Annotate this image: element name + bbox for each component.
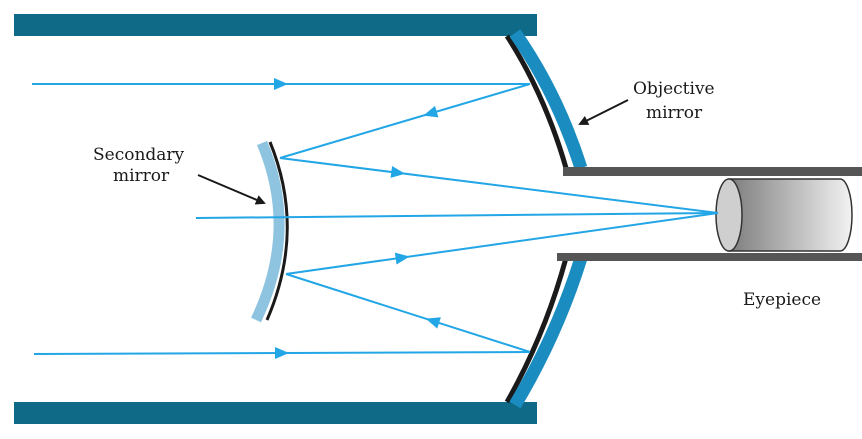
converging-ray-upper (279, 157, 719, 214)
tube-top-wall (14, 14, 537, 36)
reflected-ray-bottom-arrowhead (425, 317, 441, 329)
objective-mirror-lower-body (509, 256, 588, 409)
eyepiece-body (728, 178, 853, 252)
reflected-ray-bottom (285, 273, 531, 353)
secondary-pointer (197, 174, 266, 205)
eyepiece (715, 178, 853, 252)
eyepiece-front-face (715, 178, 743, 252)
light-rays (32, 78, 719, 360)
secondary-mirror (251, 140, 289, 323)
reflected-ray-top-arrowhead (423, 105, 439, 118)
converging-ray-upper-arrowhead (390, 166, 406, 178)
eyepiece-label: Eyepiece (743, 290, 821, 310)
objective-mirror-upper-body (509, 29, 588, 170)
eyepiece-tube-top (563, 167, 862, 176)
converging-ray-lower-arrowhead (394, 252, 410, 265)
incoming-ray-bottom-arrowhead (274, 347, 289, 360)
tube-bottom-wall (14, 402, 537, 424)
secondary-mirror-body (251, 140, 285, 323)
eyepiece-tube-bottom (557, 253, 862, 261)
reflected-ray-top (279, 83, 531, 159)
axis-ray (195, 212, 719, 219)
objective-mirror (504, 29, 588, 409)
objective-mirror-label-line1: Objective (633, 79, 715, 99)
objective-mirror-label-line2: mirror (646, 103, 703, 123)
secondary-mirror-back (265, 141, 289, 321)
objective-pointer (578, 99, 629, 125)
incoming-ray-top-arrowhead (274, 78, 288, 90)
secondary-mirror-label-line2: mirror (113, 166, 170, 186)
secondary-mirror-label-line1: Secondary (93, 145, 185, 165)
converging-ray-lower (285, 212, 719, 275)
objective-mirror-upper-front (504, 34, 569, 169)
objective-mirror-lower-front (504, 257, 569, 404)
